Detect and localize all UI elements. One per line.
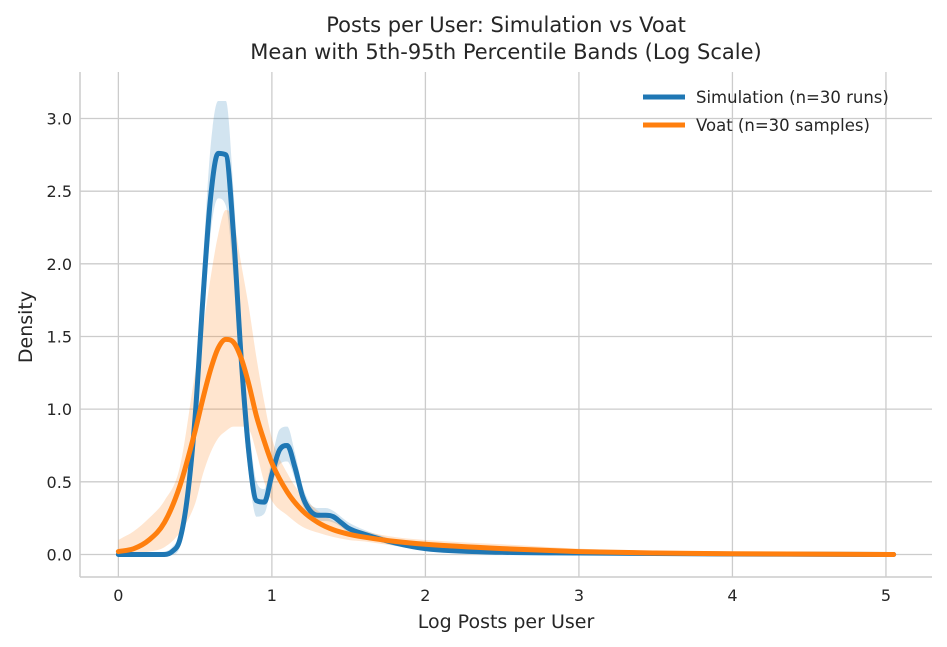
chart-title: Posts per User: Simulation vs Voat [326,13,686,37]
simulation-mean-line [115,150,897,557]
y-tick-label: 3.0 [47,110,72,129]
line-layer [115,150,897,557]
y-tick-label: 0.0 [47,545,72,564]
x-axis-label: Log Posts per User [418,611,595,633]
x-tick-label: 1 [267,586,277,605]
grid-layer [80,72,932,577]
y-tick-label: 0.5 [47,473,72,492]
y-tick-label: 2.0 [47,255,72,274]
y-tick-label: 2.5 [47,182,72,201]
tick-label-layer: 0 1 2 3 4 5 0.0 0.5 1.0 1.5 2.0 2.5 3.0 [47,110,891,605]
voat-mean-line [115,336,897,557]
y-tick-label: 1.5 [47,327,72,346]
y-tick-label: 1.0 [47,400,72,419]
legend-label-simulation: Simulation (n=30 runs) [696,88,889,107]
chart-subtitle: Mean with 5th-95th Percentile Bands (Log… [250,40,761,64]
x-tick-label: 5 [881,586,891,605]
x-tick-label: 3 [574,586,584,605]
legend-label-voat: Voat (n=30 samples) [696,116,870,135]
y-axis-label: Density [15,291,37,363]
band-layer [118,101,894,555]
x-tick-label: 2 [420,586,430,605]
spine-layer [79,72,932,578]
x-tick-label: 4 [727,586,737,605]
x-tick-label: 0 [113,586,123,605]
legend: Simulation (n=30 runs) Voat (n=30 sample… [643,88,889,135]
